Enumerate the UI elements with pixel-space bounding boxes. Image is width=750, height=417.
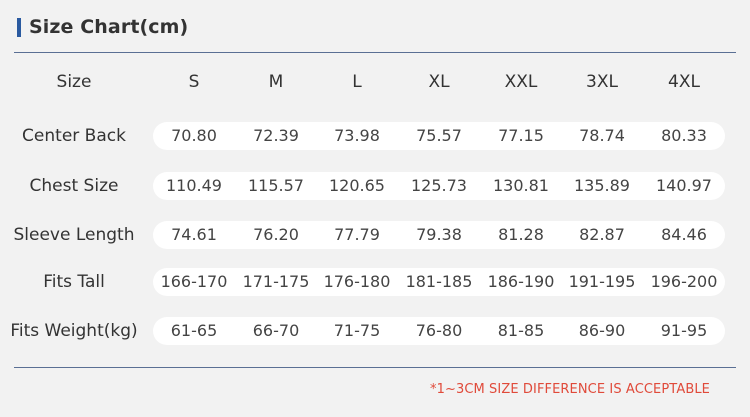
bottom-divider [14,367,736,368]
table-cell: 135.89 [574,176,630,195]
table-cell: 75.57 [416,126,462,145]
table-cell: 81-85 [497,321,545,340]
top-divider [14,52,736,53]
table-cell: 166-170 [160,272,228,291]
table-row: Sleeve Length 74.61 76.20 77.79 79.38 81… [0,221,750,249]
table-cell: 72.39 [253,126,299,145]
table-cell: 82.87 [579,225,625,244]
row-label: Fits Weight(kg) [10,321,138,341]
table-cell: 77.79 [334,225,380,244]
size-header-cell: 4XL [668,72,700,92]
size-header-cell: S [188,72,200,92]
row-value-pill [153,122,725,150]
table-cell: 120.65 [329,176,385,195]
row-value-pill [153,317,725,345]
title-accent-bar [17,17,21,37]
table-cell: 86-90 [578,321,626,340]
table-cell: 76.20 [253,225,299,244]
row-label: Center Back [22,126,126,146]
table-cell: 91-95 [660,321,708,340]
row-label: Fits Tall [43,272,105,292]
table-cell: 176-180 [323,272,391,291]
table-row: Center Back 70.80 72.39 73.98 75.57 77.1… [0,122,750,150]
table-cell: 79.38 [416,225,462,244]
table-cell: 76-80 [415,321,463,340]
size-header-cell: XXL [504,72,538,92]
chart-header: Size Chart(cm) [17,16,188,38]
table-row: Chest Size 110.49 115.57 120.65 125.73 1… [0,172,750,200]
table-cell: 70.80 [171,126,217,145]
size-difference-note: *1~3CM SIZE DIFFERENCE IS ACCEPTABLE [430,382,710,397]
size-header-row: Size S M L XL XXL 3XL 4XL [0,68,750,96]
table-cell: 71-75 [333,321,381,340]
table-cell: 181-185 [405,272,473,291]
table-cell: 196-200 [650,272,718,291]
table-cell: 77.15 [498,126,544,145]
page-title: Size Chart(cm) [29,16,189,38]
table-cell: 84.46 [661,225,707,244]
row-value-pill [153,221,725,249]
table-row: Fits Tall 166-170 171-175 176-180 181-18… [0,268,750,296]
row-value-pill [153,268,725,296]
table-cell: 140.97 [656,176,712,195]
table-cell: 191-195 [568,272,636,291]
table-cell: 130.81 [493,176,549,195]
row-value-pill [153,172,725,200]
size-header-cell: XL [428,72,450,92]
table-cell: 81.28 [498,225,544,244]
table-cell: 80.33 [661,126,707,145]
table-cell: 61-65 [170,321,218,340]
table-cell: 78.74 [579,126,625,145]
table-cell: 66-70 [252,321,300,340]
row-label: Sleeve Length [13,225,135,245]
table-cell: 186-190 [487,272,555,291]
table-cell: 171-175 [242,272,310,291]
size-header-cell: L [352,72,362,92]
table-cell: 110.49 [166,176,222,195]
table-cell: 115.57 [248,176,304,195]
size-header-label: Size [56,72,92,92]
row-label: Chest Size [29,176,119,196]
table-cell: 125.73 [411,176,467,195]
size-header-cell: M [268,72,284,92]
size-header-cell: 3XL [586,72,618,92]
table-row: Fits Weight(kg) 61-65 66-70 71-75 76-80 … [0,317,750,345]
table-cell: 73.98 [334,126,380,145]
table-cell: 74.61 [171,225,217,244]
